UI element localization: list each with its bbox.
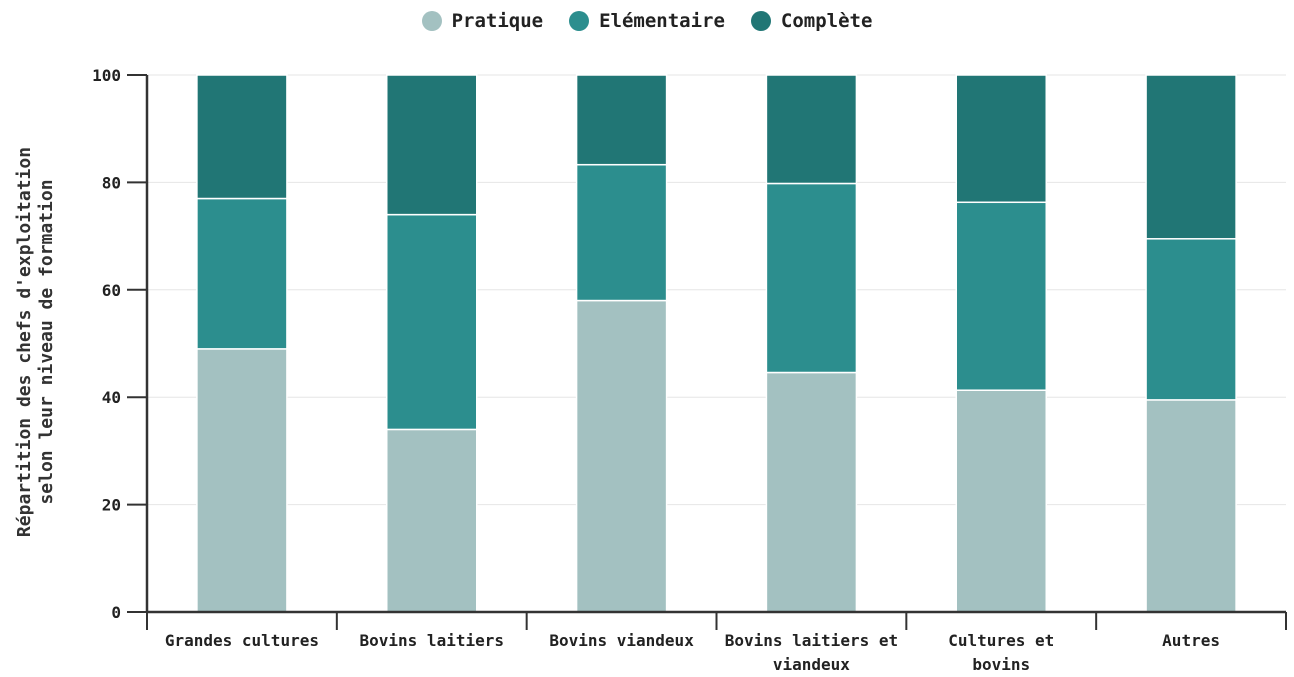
bar-segment-elementaire [955, 201, 1047, 391]
bar-segment-complete [1145, 74, 1237, 240]
bar-segment-pratique [575, 299, 668, 613]
x-tick-label: Grandes cultures [165, 631, 319, 650]
bar-segment-complete [575, 74, 668, 166]
y-tick-label: 100 [92, 66, 121, 85]
y-tick-label: 0 [111, 603, 121, 622]
y-tick-label: 20 [102, 496, 121, 515]
legend-label-complete: Complète [780, 10, 873, 32]
bar-segment-elementaire [386, 213, 478, 431]
legend: Pratique Elémentaire Complète [0, 10, 1294, 32]
bar-segment-pratique [1145, 399, 1237, 613]
legend-swatch-elementaire [569, 11, 590, 31]
legend-label-pratique: Pratique [451, 10, 544, 32]
gridlines [147, 74, 1286, 506]
bar-segment-pratique [386, 428, 478, 613]
bar-segment-complete [955, 74, 1047, 204]
bars [196, 74, 1237, 613]
bar-segment-pratique [765, 371, 858, 613]
legend-item-pratique[interactable]: Pratique [421, 10, 544, 32]
y-tick-label: 60 [102, 281, 121, 300]
x-tick-label: Cultures et bovins [948, 631, 1054, 674]
bar-segment-complete [386, 74, 478, 216]
x-tick-label: Bovins viandeux [549, 631, 694, 650]
y-tick-label: 80 [102, 173, 121, 192]
bar-segment-elementaire [1145, 238, 1237, 401]
legend-label-elementaire: Elémentaire [599, 10, 725, 32]
y-tick-label: 40 [102, 388, 121, 407]
legend-item-complete[interactable]: Complète [750, 10, 873, 32]
bar-segment-elementaire [196, 197, 288, 350]
x-tick-label: Bovins laitiers et viandeux [725, 631, 898, 674]
x-tick-label: Bovins laitiers [360, 631, 505, 650]
axes: 0 20 40 60 80 100 Grandes cultures Bovins laiti… [92, 66, 1287, 674]
legend-swatch-pratique [421, 11, 442, 31]
legend-item-elementaire[interactable]: Elémentaire [569, 10, 725, 32]
bar-segment-complete [196, 74, 288, 200]
legend-swatch-complete [750, 11, 771, 31]
bar-segment-elementaire [765, 182, 858, 374]
bar-segment-complete [765, 74, 858, 185]
bar-segment-elementaire [575, 163, 668, 302]
bar-segment-pratique [955, 389, 1047, 613]
x-tick-label: Autres [1162, 631, 1220, 650]
bar-segment-pratique [196, 348, 288, 613]
